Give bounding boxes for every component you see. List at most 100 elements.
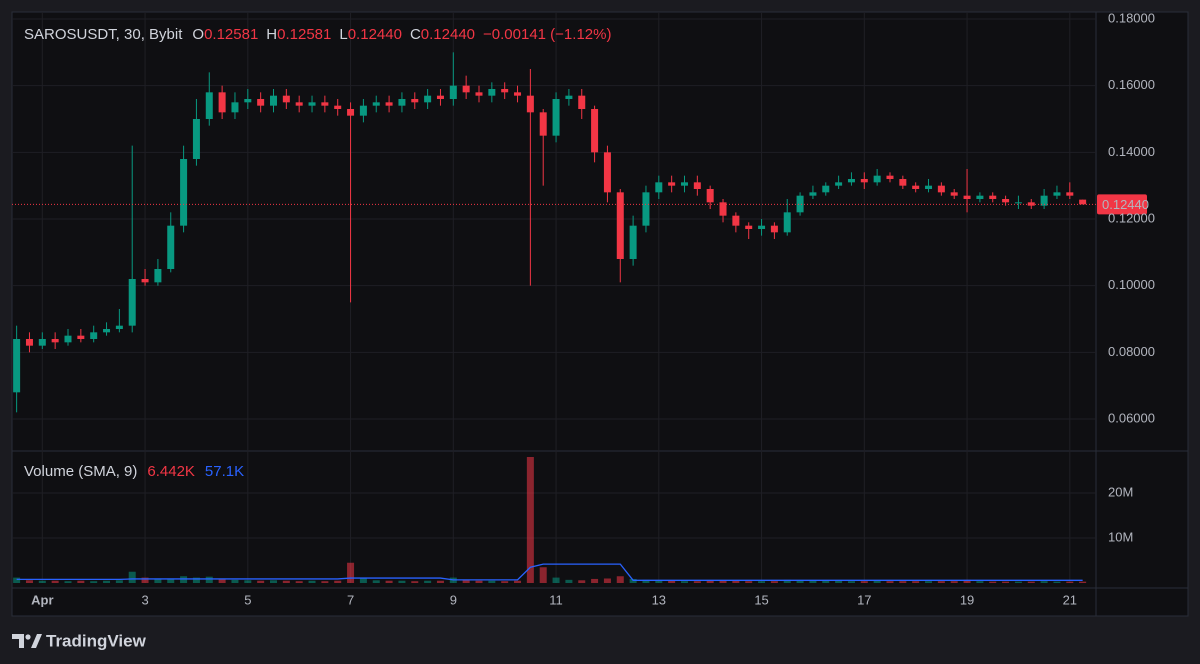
candle-body (385, 102, 393, 106)
candle-body (822, 185, 830, 193)
volume-bar (526, 456, 534, 583)
x-tick-label: 5 (244, 592, 251, 607)
x-tick-label: 9 (450, 592, 457, 607)
candle-body (937, 185, 945, 193)
volume-bar (488, 580, 496, 583)
volume-bar (899, 581, 907, 583)
legend: SAROSUSDT, 30, Bybit O0.12581 H0.12581 L0.1… (24, 26, 611, 43)
candle-body (578, 95, 586, 109)
volume-bar (436, 580, 444, 583)
volume-bar (1079, 581, 1087, 583)
change: −0.00141 (−1.12%) (483, 26, 611, 43)
volume-bar (308, 580, 316, 583)
candle-body (1027, 202, 1035, 206)
candle-body (860, 179, 868, 183)
volume-bar (629, 578, 637, 583)
volume-bar (1002, 581, 1010, 583)
volume-bar (334, 580, 342, 583)
ohlc-value: 0.12440 (348, 26, 402, 43)
x-tick-label: 11 (549, 592, 563, 607)
candle-body (244, 99, 252, 103)
volume-bar (51, 580, 59, 583)
y-tick-label: 0.18000 (1108, 10, 1155, 25)
candle-body (257, 99, 265, 106)
candle-body (411, 99, 419, 103)
volume-bar (411, 581, 419, 583)
volume-bar (1066, 581, 1074, 583)
candle-body (989, 195, 997, 199)
x-tick-label: 19 (960, 592, 974, 607)
candle-body (64, 335, 72, 343)
candle-body (591, 109, 599, 153)
volume-bar (205, 576, 213, 583)
candle-body (1079, 199, 1087, 205)
volume-tick-label: 10M (1108, 529, 1133, 544)
candle-body (950, 192, 958, 196)
candle-body (719, 202, 727, 216)
candle-body (488, 89, 496, 96)
candle-body (886, 175, 894, 179)
ohlc-key: H (266, 26, 277, 43)
candle-body (616, 192, 624, 259)
volume-bar (282, 580, 290, 583)
candle-body (77, 335, 85, 339)
volume-bar (167, 578, 175, 583)
x-tick-label: 13 (652, 592, 666, 607)
candle-body (912, 185, 920, 189)
candle-body (1014, 202, 1022, 204)
volume-bar (783, 579, 791, 583)
volume-bar (257, 580, 265, 583)
volume-bar (809, 580, 817, 583)
volume-bar (963, 579, 971, 583)
candle-body (963, 195, 971, 199)
volume-bar (385, 580, 393, 583)
candle-body (154, 269, 162, 283)
volume-tick-label: 20M (1108, 484, 1133, 499)
ohlc-value: 0.12581 (204, 26, 258, 43)
volume-bar (372, 580, 380, 583)
volume-bar (141, 577, 149, 583)
volume-bar (321, 581, 329, 583)
volume-bar (192, 577, 200, 583)
candle-body (25, 339, 33, 346)
candle-body (359, 105, 367, 116)
volume-bar (950, 581, 958, 583)
candle-body (462, 85, 470, 93)
candle-body (809, 192, 817, 196)
candle-body (680, 182, 688, 186)
volume-bar (90, 581, 98, 583)
ohlc-value: 0.12440 (421, 26, 475, 43)
candle-body (539, 112, 547, 136)
volume-bar (719, 580, 727, 583)
volume-bar (989, 581, 997, 583)
candle-body (1053, 192, 1061, 196)
candle-body (347, 109, 355, 116)
candle-body (231, 102, 239, 113)
logo (12, 634, 42, 648)
candle-body (269, 95, 277, 106)
volume-bar (706, 580, 714, 583)
candle-body (51, 339, 59, 343)
candle-body (13, 339, 21, 393)
volume-bar (565, 579, 573, 583)
x-tick-label: 7 (347, 592, 354, 607)
volume-bar (847, 581, 855, 583)
volume-bar (770, 581, 778, 583)
volume-bar (115, 580, 123, 583)
volume-bar (77, 580, 85, 583)
volume-bar (347, 562, 355, 583)
candle-body (899, 179, 907, 186)
volume-bar (218, 578, 226, 583)
candle-body (436, 95, 444, 99)
volume-bar (295, 581, 303, 583)
candle-body (1002, 199, 1010, 203)
volume-bar (1053, 581, 1061, 583)
candle-body (372, 102, 380, 106)
candle-body (115, 325, 123, 329)
volume-bar (475, 580, 483, 583)
volume-bar (25, 580, 33, 583)
candle-body (770, 225, 778, 233)
volume-bar (244, 580, 252, 583)
y-tick-label: 0.08000 (1108, 344, 1155, 359)
volume-bar (462, 579, 470, 583)
